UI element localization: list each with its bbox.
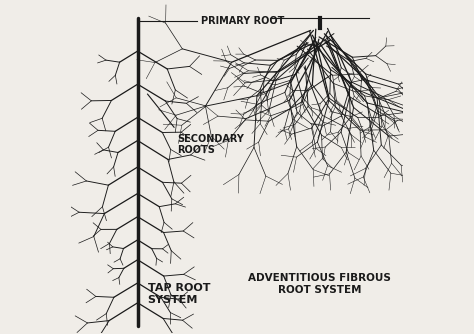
Text: SECONDARY
ROOTS: SECONDARY ROOTS — [177, 134, 244, 156]
Text: TAP ROOT
SYSTEM: TAP ROOT SYSTEM — [147, 283, 210, 305]
Text: ADVENTITIOUS FIBROUS
ROOT SYSTEM: ADVENTITIOUS FIBROUS ROOT SYSTEM — [248, 273, 391, 295]
Text: PRIMARY ROOT: PRIMARY ROOT — [201, 16, 284, 26]
